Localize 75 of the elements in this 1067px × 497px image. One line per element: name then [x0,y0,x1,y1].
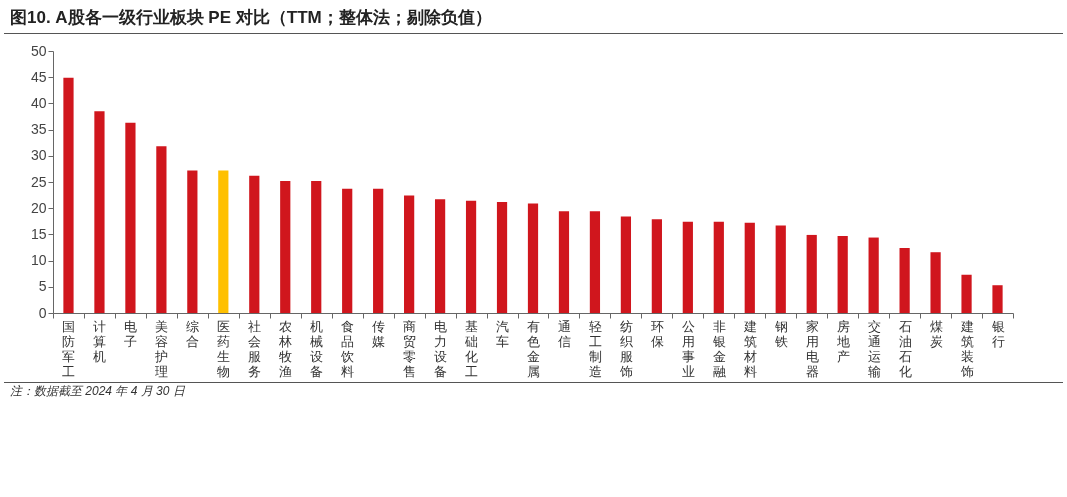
y-tick-label: 35 [30,121,47,138]
bar [465,200,477,313]
x-tick-label: 家用电器 [805,318,819,379]
text: 注：数据截至 2024 年 4 月 30 日 [4,382,1063,400]
x-tick-label: 银行 [990,318,1005,349]
x-tick-label: 美容护理 [154,318,169,379]
x-tick-label: 轻工制造 [588,318,602,379]
bar [682,221,693,313]
bar [992,285,1003,313]
bar [744,222,755,313]
bar [806,234,817,313]
x-tick-label: 食品饮料 [340,318,355,379]
bar [280,180,291,313]
x-tick-label: 公用事业 [681,318,695,379]
bar [63,77,74,313]
x-tick-label: 电子 [124,318,138,349]
x-tick-label: 通信 [557,318,571,349]
bar [373,188,384,313]
y-tick-label: 5 [38,278,47,295]
y-tick-label: 45 [30,68,47,85]
x-tick-label: 传媒 [372,318,386,349]
bar [775,225,786,313]
x-tick-label: 钢铁 [773,318,788,349]
chart-title: 图10. A股各一级行业板块 PE 对比（TTM；整体法；剔除负值） [4,0,1063,34]
x-tick-label: 非银金融 [711,318,726,379]
x-tick-label: 农林牧渔 [278,318,293,379]
x-tick-label: 综合 [186,318,200,349]
bar [589,211,601,313]
bar [187,170,198,313]
y-tick-label: 10 [30,252,47,269]
y-tick-label: 40 [30,94,47,111]
x-tick-label: 建筑材料 [742,318,757,379]
bar [868,237,879,313]
bar [620,216,632,313]
bar [434,199,446,313]
x-tick-label: 煤炭 [929,318,943,349]
bar [404,195,415,313]
x-tick-label: 基础化工 [464,318,479,379]
bar [94,111,105,313]
bar [961,274,972,313]
x-tick-label: 社会服务 [248,318,262,379]
x-tick-label: 电力设备 [434,318,448,379]
bar [156,146,167,313]
y-tick-label: 25 [30,173,47,190]
bar [713,221,724,313]
x-tick-label: 环保 [650,318,664,349]
bar [218,170,229,313]
bar [249,175,260,313]
bar [899,248,910,313]
y-tick-label: 20 [30,199,47,216]
y-tick-label: 0 [38,304,47,321]
bar [496,201,508,313]
y-tick-label: 50 [30,42,47,59]
bar [558,211,570,313]
bar [125,122,136,313]
x-tick-label: 纺织服饰 [618,318,633,379]
x-tick-label: 交通运输 [867,318,881,379]
x-tick-label: 机械设备 [310,318,324,379]
bar [651,219,662,313]
x-tick-label: 建筑装饰 [959,318,974,379]
x-tick-label: 有色金属 [527,318,540,379]
x-tick-label: 商贸零售 [403,318,417,379]
bar [311,180,322,313]
bar [342,188,353,313]
bar [837,235,848,313]
bar [527,203,539,313]
x-tick-label: 汽车 [496,318,510,349]
x-tick-label: 房地产 [835,318,850,364]
y-tick-label: 30 [30,147,47,164]
x-tick-label: 医药生物 [217,318,231,379]
x-tick-label: 石油石化 [898,318,912,379]
x-tick-label: 计算机 [93,318,107,364]
x-tick-label: 国防军工 [62,318,76,379]
bar [930,252,941,313]
y-tick-label: 15 [30,225,47,242]
